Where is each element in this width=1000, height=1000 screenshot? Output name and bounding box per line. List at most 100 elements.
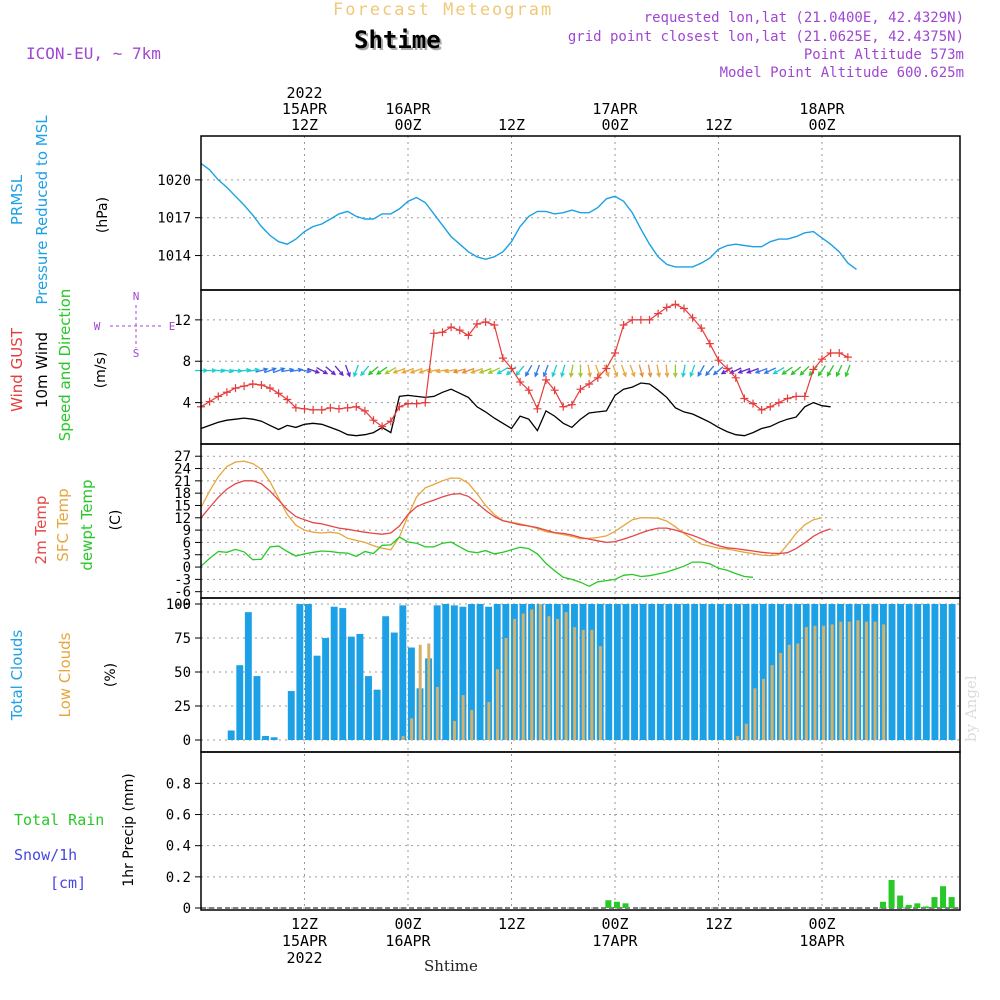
total-cloud-bar <box>382 616 390 740</box>
total-cloud-bar <box>304 604 312 740</box>
total-cloud-bar <box>287 691 295 740</box>
gust-marker <box>757 405 766 414</box>
temp-tick-label: -3 <box>174 572 191 588</box>
wind-arrow-head <box>461 369 467 374</box>
gust-marker <box>628 315 637 324</box>
watermark: by Angel <box>962 675 980 742</box>
wind-arrow <box>689 364 696 377</box>
wind-arrow-head <box>720 369 726 375</box>
gust-marker <box>688 313 697 322</box>
chart-title: Forecast Meteogram <box>333 0 554 20</box>
temp-tick-label: 6 <box>183 535 191 551</box>
wind-arrow <box>238 369 251 372</box>
rain-bar <box>622 903 629 908</box>
temp-dewpt-label: dewpt Temp <box>78 479 96 570</box>
wind-arrow <box>697 365 705 377</box>
wind-arrow-head <box>799 370 805 376</box>
total-cloud-bar <box>605 604 613 740</box>
total-cloud-bar <box>639 604 647 740</box>
time-label-top: 15APR <box>282 100 328 118</box>
gust-marker <box>559 402 568 411</box>
low-cloud-bar <box>770 665 774 740</box>
wind-arrow-head <box>630 372 636 378</box>
time-label-top: 00Z <box>394 116 421 134</box>
wind-arrow-head <box>697 371 702 377</box>
wind-arrow <box>445 368 458 373</box>
total-cloud-bar <box>665 604 673 740</box>
wind-arrow <box>738 367 751 374</box>
total-cloud-bar <box>708 604 716 740</box>
wind-arrow-head <box>560 372 565 378</box>
total-cloud-bar <box>296 604 304 740</box>
time-label-top: 00Z <box>808 116 835 134</box>
tick-labels: 1014101710204812-9-6-3036912151821242702… <box>157 84 845 967</box>
gust-marker <box>421 398 430 407</box>
low-clouds-label: Low Clouds <box>56 632 74 717</box>
wind-arrow-head <box>360 371 365 377</box>
total-cloud-bar <box>691 604 699 740</box>
wind-arrow-head <box>401 369 407 374</box>
wind-arrow-head <box>306 368 312 374</box>
wind-arrow-head <box>338 371 344 377</box>
wind-arrow-head <box>705 371 710 377</box>
wind-arrow-head <box>746 369 752 374</box>
wind-arrow-head <box>435 368 441 374</box>
gust-marker <box>300 404 309 413</box>
wind-arrow <box>471 367 483 374</box>
gust-marker <box>723 364 732 373</box>
gust-marker <box>240 382 249 391</box>
rain-bar <box>888 879 895 908</box>
low-cloud-bar <box>590 629 594 740</box>
wind-arrow-head <box>271 367 277 372</box>
rain-bar <box>613 901 620 908</box>
low-cloud-bar <box>530 609 534 740</box>
temp-tick-label: -9 <box>174 597 191 613</box>
total-cloud-bar <box>450 605 458 740</box>
total-cloud-bar <box>631 604 638 740</box>
wind-arrow <box>462 367 475 374</box>
wind-arrow <box>272 367 285 374</box>
gust-marker <box>818 355 826 364</box>
total-cloud-bar <box>922 604 930 740</box>
gust-marker <box>464 331 473 340</box>
gust-marker <box>248 380 257 388</box>
rain-bar <box>914 903 921 908</box>
gust-marker <box>611 348 619 357</box>
total-cloud-bar <box>407 647 415 740</box>
gust-marker <box>645 315 654 324</box>
low-cloud-bar <box>401 735 405 740</box>
time-label-bottom: 12Z <box>498 915 525 933</box>
rain-bar <box>905 904 912 908</box>
wind-arrow-head <box>790 370 796 376</box>
wind-arrow-head <box>772 369 778 375</box>
wind-arrow <box>705 365 715 376</box>
grid-layer <box>195 136 960 910</box>
wind-arrow <box>385 366 397 375</box>
gust-marker <box>335 404 343 413</box>
wind-arrow-head <box>392 369 398 374</box>
low-cloud-bar <box>556 618 560 740</box>
total-cloud-bar <box>244 612 252 740</box>
total-cloud-bar <box>322 638 330 740</box>
low-cloud-bar <box>564 612 568 740</box>
low-cloud-bar <box>761 678 765 740</box>
total-cloud-bar <box>699 604 707 740</box>
gust-marker <box>352 402 361 411</box>
wind-arrow <box>436 368 449 373</box>
low-cloud-bar <box>813 625 817 740</box>
wind-arrow <box>298 368 311 373</box>
gust-marker <box>654 309 663 318</box>
gust-marker <box>283 395 292 404</box>
wind-arrow-head <box>844 372 850 378</box>
gust-marker <box>576 385 585 394</box>
low-cloud-bar <box>427 643 431 740</box>
wind-arrow-head <box>384 369 390 375</box>
wind-unit: (m/s) <box>93 352 109 389</box>
gust-marker <box>490 321 499 330</box>
time-label-top: 17APR <box>592 100 638 118</box>
gust-marker <box>386 417 395 426</box>
gust-marker <box>680 304 688 313</box>
wind-arrow <box>747 367 759 374</box>
total-cloud-bar <box>330 606 338 740</box>
total-cloud-bar <box>236 665 244 740</box>
